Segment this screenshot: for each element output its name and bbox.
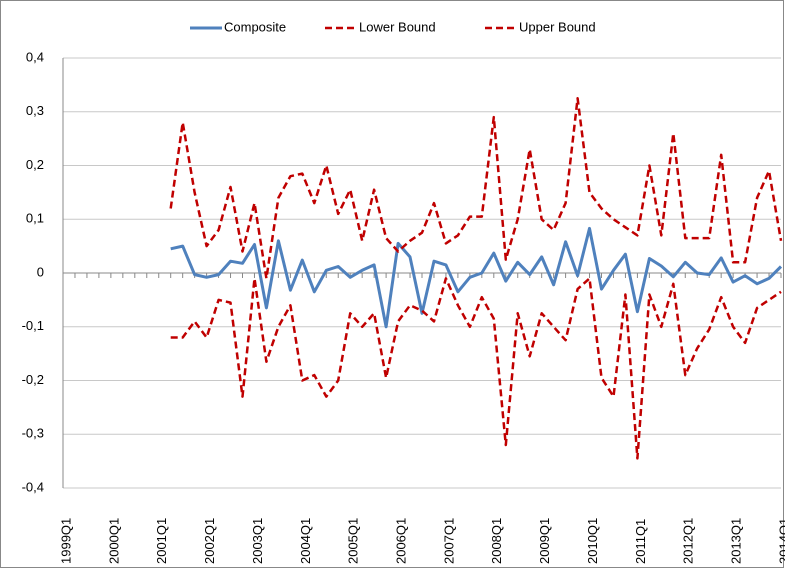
x-tick-label: 2006Q1 [394,518,409,564]
x-tick-label: 2011Q1 [633,519,648,564]
x-tick-label: 2010Q1 [585,518,600,564]
series-line [169,97,783,280]
x-tick-label: 2002Q1 [202,518,217,564]
legend-label: Composite [224,19,286,34]
series-line [170,277,782,460]
legend-label: Upper Bound [519,19,596,34]
y-tick-label: -0,3 [22,426,44,441]
x-tick-label: 2004Q1 [298,518,313,564]
legend-label: Lower Bound [359,19,436,34]
series-line [170,226,783,329]
y-tick-label: 0,2 [26,157,44,172]
x-tick-label: 2003Q1 [250,518,265,564]
x-tick-label: 1999Q1 [58,518,73,564]
y-tick-label: -0,2 [22,372,44,387]
y-tick-label: -0,4 [22,479,44,494]
y-tick-label: 0 [37,264,44,279]
x-tick-label: 2005Q1 [346,518,361,564]
x-tick-label: 2007Q1 [441,518,456,564]
x-tick-label: 2000Q1 [106,518,121,564]
x-tick-label: 2012Q1 [681,518,696,564]
x-tick-label: 2001Q1 [154,518,169,564]
x-tick-label: 2009Q1 [537,518,552,564]
y-tick-label: -0,1 [22,318,44,333]
x-tick-label: 2014Q1 [776,518,785,564]
x-tick-label: 2013Q1 [729,518,744,564]
x-tick-label: 2008Q1 [489,518,504,564]
y-tick-label: 0,1 [26,211,44,226]
y-tick-label: 0,4 [26,49,44,64]
y-tick-label: 0,3 [26,103,44,118]
